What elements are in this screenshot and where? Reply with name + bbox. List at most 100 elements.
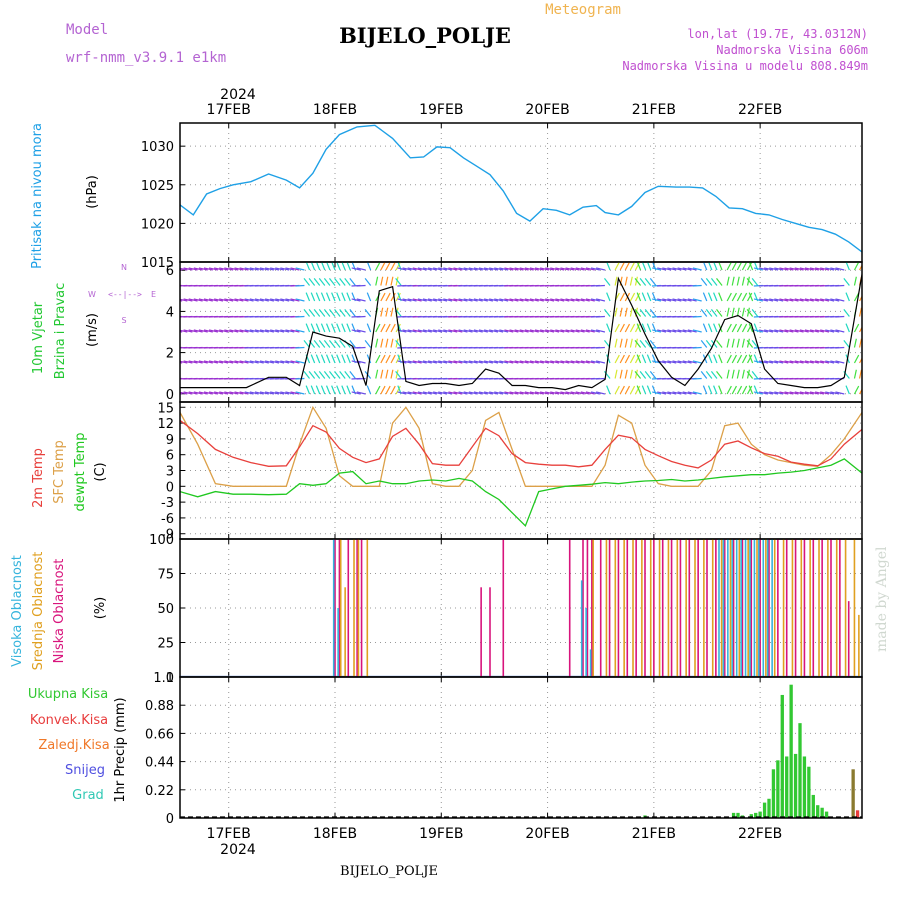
wind-arrow bbox=[672, 298, 682, 302]
wind-arrow bbox=[275, 360, 285, 364]
wind-arrow bbox=[815, 360, 825, 364]
wind-arrow bbox=[825, 298, 835, 302]
wind-arrow bbox=[180, 361, 183, 364]
wind-arrow bbox=[539, 298, 550, 302]
wind-arrow bbox=[380, 307, 384, 317]
wind-panel: 0 2 4 6 bbox=[166, 262, 862, 403]
wind-arrow bbox=[835, 391, 845, 395]
wind-arrow bbox=[380, 292, 386, 302]
wind-arrow bbox=[718, 354, 723, 364]
wind-arrow bbox=[843, 340, 850, 348]
wind-arrow bbox=[596, 360, 606, 364]
wind-arrow bbox=[183, 360, 193, 364]
wind-arrow bbox=[646, 262, 652, 271]
wind-arrow bbox=[390, 307, 394, 317]
wind-arrow bbox=[702, 292, 708, 302]
wind-arrow bbox=[705, 340, 713, 348]
wind-arrow bbox=[820, 360, 830, 364]
wind-arrow bbox=[519, 267, 529, 271]
wind-arrow bbox=[375, 323, 381, 333]
wind-arrow bbox=[448, 391, 458, 395]
wind-arrow bbox=[473, 267, 483, 271]
temperature-ytick-label: 0 bbox=[166, 480, 174, 495]
wind-arrow bbox=[395, 340, 402, 348]
wind-arrow bbox=[214, 329, 224, 333]
wind-arrow bbox=[758, 329, 769, 333]
wind-arrow bbox=[565, 267, 575, 271]
wind-arrow bbox=[529, 360, 539, 364]
wind-arrow bbox=[629, 369, 633, 379]
wind-arrow bbox=[585, 360, 595, 364]
precip-ytick-label: 0.22 bbox=[145, 784, 174, 799]
wind-arrow bbox=[731, 262, 737, 271]
wind-arrow bbox=[366, 385, 372, 395]
wind-arrow bbox=[545, 391, 555, 395]
wind-arrow bbox=[504, 267, 514, 271]
temperature-ytick-label: 3 bbox=[166, 465, 174, 480]
wind-arrow bbox=[180, 329, 188, 333]
wind-arrow bbox=[422, 267, 432, 271]
wind-arrow bbox=[629, 323, 636, 333]
wind-arrow bbox=[550, 329, 560, 333]
wind-arrow bbox=[815, 267, 825, 271]
wind-arrow bbox=[463, 298, 473, 302]
wind-arrow bbox=[815, 329, 825, 333]
wind-arrow bbox=[753, 298, 763, 302]
wind-arrow bbox=[799, 267, 809, 271]
wind-arrow bbox=[853, 323, 860, 333]
wind-arrow bbox=[619, 307, 623, 317]
wind-arrow bbox=[341, 354, 346, 364]
wind-arrow bbox=[764, 391, 774, 395]
wind-arrow bbox=[397, 360, 407, 364]
wind-arrow bbox=[779, 360, 789, 364]
wind-arrow bbox=[580, 360, 590, 364]
wind-arrow bbox=[422, 298, 432, 302]
wind-arrow bbox=[448, 267, 458, 271]
wind-arrow bbox=[619, 292, 625, 302]
page-subtitle: Meteogram bbox=[545, 2, 621, 18]
wind-arrow bbox=[830, 391, 840, 395]
wind-arrow bbox=[219, 329, 229, 333]
wind-unit: (m/s) bbox=[85, 313, 100, 347]
wind-arrow bbox=[710, 371, 718, 379]
wind-arrow bbox=[385, 323, 391, 333]
wind-arrow bbox=[473, 360, 483, 364]
wind-arrow bbox=[336, 292, 341, 302]
wind-arrow bbox=[285, 391, 295, 395]
wind-arrow bbox=[555, 267, 565, 271]
wind-arrow bbox=[550, 298, 560, 302]
wind-arrow bbox=[707, 262, 713, 271]
wind-arrow bbox=[468, 360, 478, 364]
wind-panel-title-2: Brzina i Pravac bbox=[53, 283, 68, 380]
top-year-label: 2024 bbox=[220, 87, 256, 103]
wind-arrow bbox=[458, 329, 468, 333]
wind-arrow bbox=[779, 329, 789, 333]
wind-arrow bbox=[264, 329, 275, 333]
wind-arrow bbox=[629, 354, 636, 364]
wind-ytick-label: 2 bbox=[166, 347, 174, 362]
wind-arrow bbox=[214, 360, 224, 364]
wind-arrow bbox=[336, 385, 341, 395]
wind-arrow bbox=[364, 340, 372, 348]
wind-arrow bbox=[825, 267, 835, 271]
wind-arrow bbox=[555, 360, 565, 364]
wind-arrow bbox=[570, 298, 580, 302]
wind-arrow bbox=[422, 391, 432, 395]
wind-arrow bbox=[731, 323, 737, 333]
wind-arrow bbox=[341, 262, 346, 271]
wind-arrow bbox=[619, 338, 623, 348]
wind-arrow bbox=[672, 360, 682, 364]
wind-arrow bbox=[853, 338, 857, 348]
wind-arrow bbox=[285, 329, 295, 333]
wind-arrow bbox=[509, 360, 519, 364]
pressure-ytick-label: 1030 bbox=[141, 140, 174, 155]
precip-series bbox=[180, 684, 862, 818]
wind-arrow bbox=[364, 278, 372, 286]
wind-arrow bbox=[716, 371, 723, 379]
wind-arrow bbox=[412, 329, 422, 333]
wind-arrow bbox=[769, 298, 779, 302]
wind-arrow bbox=[639, 371, 647, 379]
wind-arrow bbox=[830, 267, 840, 271]
wind-arrow bbox=[407, 267, 417, 271]
